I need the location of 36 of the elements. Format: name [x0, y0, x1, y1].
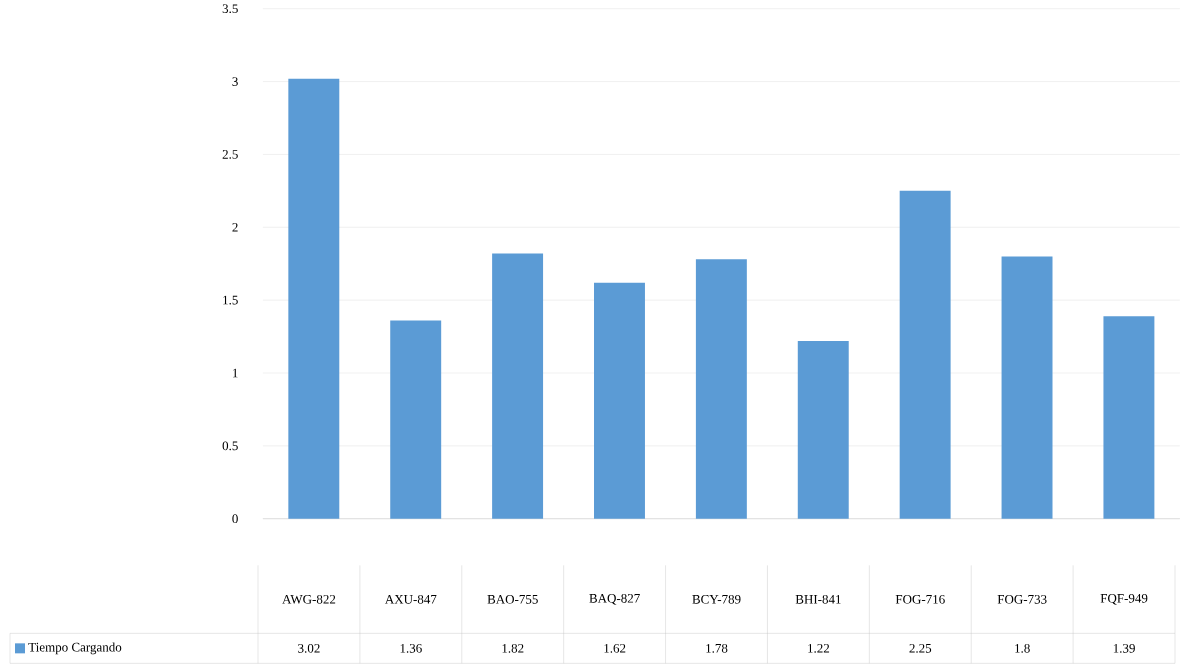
x-tick-label: BHI-841	[795, 594, 841, 604]
bar	[797, 340, 849, 519]
x-tick-label: BAO-755	[487, 594, 538, 604]
data-label: 1.8	[1015, 643, 1030, 653]
x-tick-label: FQF-949	[1100, 593, 1148, 605]
data-label: 1.82	[502, 643, 524, 653]
legend-label: Tiempo Cargando	[28, 642, 122, 655]
data-label: 3.02	[298, 643, 320, 653]
y-tick-label: 2	[232, 222, 238, 232]
x-tick-label: FOG-733	[997, 594, 1047, 604]
bar	[899, 190, 951, 519]
y-tick-label: 1	[232, 368, 238, 378]
bar	[492, 253, 544, 519]
bar	[288, 78, 340, 519]
data-label: 1.62	[604, 643, 626, 653]
bar	[390, 320, 442, 519]
y-tick-label: 3.5	[222, 4, 238, 13]
data-label: 1.39	[1113, 643, 1135, 653]
x-tick-label: BAQ-827	[589, 593, 640, 605]
x-tick-label: BCY-789	[692, 594, 741, 604]
bar	[695, 259, 747, 519]
bar	[594, 282, 645, 519]
bar	[1103, 316, 1155, 519]
x-tick-label: AXU-847	[384, 594, 437, 604]
bar	[1001, 256, 1053, 519]
y-tick-label: 0.5	[222, 441, 238, 451]
y-tick-label: 0	[232, 514, 238, 523]
data-label: 1.22	[808, 643, 830, 653]
x-tick-label: FOG-716	[895, 594, 945, 604]
y-tick-label: 1.5	[223, 295, 238, 305]
y-tick-label: 3	[232, 77, 238, 86]
x-tick-label: AWG-822	[282, 594, 336, 604]
data-label: 1.78	[706, 643, 728, 653]
data-label: 1.36	[400, 643, 422, 653]
data-label: 2.25	[909, 643, 932, 653]
y-tick-label: 2.5	[222, 149, 238, 159]
